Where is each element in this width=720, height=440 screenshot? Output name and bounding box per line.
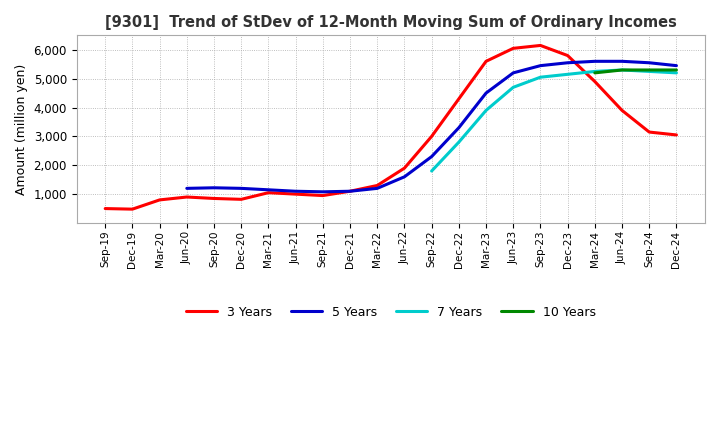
3 Years: [237, 197, 246, 202]
Legend: 3 Years, 5 Years, 7 Years, 10 Years: 3 Years, 5 Years, 7 Years, 10 Years: [181, 301, 600, 323]
5 Years: [210, 185, 218, 191]
10 Years: [618, 67, 626, 73]
3 Years: [427, 134, 436, 139]
Line: 7 Years: 7 Years: [431, 70, 676, 171]
3 Years: [128, 206, 137, 212]
3 Years: [292, 191, 300, 197]
5 Years: [318, 189, 327, 194]
Line: 3 Years: 3 Years: [105, 45, 676, 209]
3 Years: [536, 43, 545, 48]
Title: [9301]  Trend of StDev of 12-Month Moving Sum of Ordinary Incomes: [9301] Trend of StDev of 12-Month Moving…: [105, 15, 677, 30]
3 Years: [210, 196, 218, 201]
3 Years: [509, 46, 518, 51]
Line: 10 Years: 10 Years: [595, 70, 676, 73]
3 Years: [482, 59, 490, 64]
5 Years: [454, 125, 463, 130]
3 Years: [645, 129, 654, 135]
5 Years: [346, 189, 354, 194]
3 Years: [101, 206, 109, 211]
5 Years: [264, 187, 273, 192]
3 Years: [264, 190, 273, 195]
5 Years: [590, 59, 599, 64]
3 Years: [400, 165, 409, 171]
3 Years: [318, 193, 327, 198]
5 Years: [237, 186, 246, 191]
10 Years: [645, 67, 654, 73]
3 Years: [454, 96, 463, 102]
7 Years: [454, 139, 463, 145]
10 Years: [590, 70, 599, 76]
7 Years: [590, 69, 599, 74]
3 Years: [590, 79, 599, 84]
7 Years: [509, 84, 518, 90]
5 Years: [482, 91, 490, 96]
3 Years: [156, 197, 164, 202]
10 Years: [672, 67, 680, 73]
7 Years: [563, 72, 572, 77]
5 Years: [400, 174, 409, 180]
3 Years: [346, 189, 354, 194]
5 Years: [563, 60, 572, 66]
5 Years: [427, 154, 436, 159]
5 Years: [373, 186, 382, 191]
Line: 5 Years: 5 Years: [186, 61, 676, 192]
5 Years: [672, 63, 680, 68]
5 Years: [509, 70, 518, 76]
5 Years: [618, 59, 626, 64]
5 Years: [182, 186, 191, 191]
7 Years: [618, 67, 626, 73]
7 Years: [482, 108, 490, 113]
5 Years: [536, 63, 545, 68]
3 Years: [182, 194, 191, 200]
5 Years: [645, 60, 654, 66]
7 Years: [536, 74, 545, 80]
3 Years: [563, 53, 572, 58]
3 Years: [618, 108, 626, 113]
3 Years: [672, 132, 680, 138]
3 Years: [373, 183, 382, 188]
5 Years: [292, 189, 300, 194]
7 Years: [427, 169, 436, 174]
7 Years: [672, 70, 680, 76]
Y-axis label: Amount (million yen): Amount (million yen): [15, 63, 28, 195]
7 Years: [645, 69, 654, 74]
